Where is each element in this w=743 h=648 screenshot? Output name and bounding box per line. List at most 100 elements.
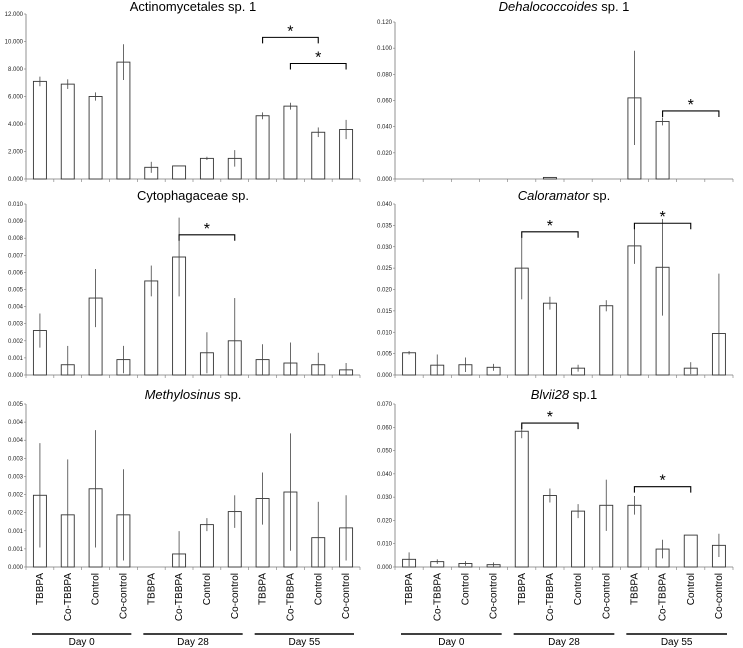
x-tick-label: Control <box>91 573 102 605</box>
significance-star: * <box>287 23 293 40</box>
significance-bracket <box>633 486 692 493</box>
y-tick-label: 0.006 <box>8 270 24 276</box>
x-tick-label: Co-TBBPA <box>285 573 296 621</box>
significance-star: * <box>315 50 321 67</box>
y-tick-label: 0.007 <box>8 253 24 259</box>
y-tick-label: 0.040 <box>377 125 393 131</box>
x-tick-label: Control <box>686 573 697 605</box>
y-tick-label: 8.000 <box>8 67 24 73</box>
y-tick-label: 6.000 <box>8 95 24 101</box>
bar <box>627 245 642 376</box>
x-tick-label: Co-control <box>714 573 725 619</box>
bar <box>599 305 614 376</box>
x-tick-label: Co-control <box>489 573 500 619</box>
chart-title-rest: sp. <box>589 188 610 203</box>
bar <box>655 120 670 180</box>
x-tick-label: TBBPA <box>404 573 415 605</box>
chart-title-rest: sp.1 <box>569 387 597 402</box>
day-group-label: Day 28 <box>548 637 580 648</box>
y-tick-label: 0.000 <box>377 373 393 379</box>
y-tick-label: 0.002 <box>8 339 24 345</box>
y-tick-label: 0.009 <box>8 219 24 225</box>
bar <box>255 115 270 180</box>
chart-panel-1: Actinomycetales sp. 1 0.000 2.000 4.000 6.00… <box>5 0 361 183</box>
x-tick-label: TBBPA <box>258 573 269 605</box>
y-tick-label: 0.000 <box>8 373 24 379</box>
bar <box>32 80 47 180</box>
y-tick-label: 0.000 <box>8 177 24 183</box>
y-tick-label: 0.010 <box>377 542 393 548</box>
y-tick-label: 0.003 <box>8 322 24 328</box>
chart-title: Methylosinus sp. <box>145 387 242 402</box>
significance-star: * <box>204 221 210 238</box>
day-group-label: Day 0 <box>69 637 96 648</box>
y-tick-label: 0.002 <box>8 493 24 499</box>
y-tick-label: 0.008 <box>8 236 24 242</box>
x-tick-label: Co-control <box>341 573 352 619</box>
y-tick-label: 4.000 <box>8 122 24 128</box>
y-tick-label: 0.030 <box>377 245 393 251</box>
bar <box>571 510 586 568</box>
y-tick-label: 0.001 <box>8 529 24 535</box>
x-tick-label: Co-control <box>118 573 129 619</box>
significance-bracket <box>289 62 347 70</box>
x-tick-label: Control <box>313 573 324 605</box>
significance-bracket <box>178 234 236 241</box>
y-tick-label: 0.060 <box>377 425 393 431</box>
chart-title-rest: sp. <box>220 387 241 402</box>
chart-title: Caloramator sp. <box>518 188 611 203</box>
chart-title: Actinomycetales sp. 1 <box>130 0 256 14</box>
y-tick-label: 0.100 <box>377 46 393 52</box>
bar <box>514 430 529 568</box>
y-tick-label: 2.000 <box>8 150 24 156</box>
bar <box>683 534 698 568</box>
x-tick-label: Co-control <box>230 573 241 619</box>
bar <box>402 352 417 376</box>
chart-title: Dehalococcoides sp. 1 <box>499 0 630 14</box>
y-tick-label: 0.050 <box>377 449 393 455</box>
y-tick-label: 0.060 <box>377 99 393 105</box>
y-tick-label: 12.000 <box>5 12 24 18</box>
significance-star: * <box>659 209 665 226</box>
bar <box>88 96 103 180</box>
significance-bracket <box>662 110 720 117</box>
day-group-label: Day 0 <box>438 637 465 648</box>
significance-star: * <box>688 97 694 114</box>
y-tick-label: 0.040 <box>377 202 393 208</box>
y-tick-label: 10.000 <box>5 40 24 46</box>
chart-title-italic: Methylosinus <box>145 387 221 402</box>
x-tick-label: Co-control <box>601 573 612 619</box>
bar <box>542 302 557 376</box>
bar <box>172 165 187 180</box>
significance-bracket <box>633 222 692 230</box>
y-tick-label: 0.002 <box>8 511 24 517</box>
significance-bracket <box>521 422 579 430</box>
y-tick-label: 0.020 <box>377 518 393 524</box>
y-tick-label: 0.020 <box>377 288 393 294</box>
y-tick-label: 0.004 <box>8 438 24 444</box>
x-tick-label: Co-TBBPA <box>545 573 556 621</box>
y-tick-label: 0.010 <box>377 330 393 336</box>
bar <box>542 495 557 568</box>
chart-panel-4: Caloramator sp. 0.000 0.005 0.010 0.015 0.020… <box>377 188 734 379</box>
y-tick-label: 0.001 <box>8 547 24 553</box>
chart-title-rest: sp. 1 <box>598 0 630 14</box>
y-tick-label: 0.015 <box>377 309 393 315</box>
bar <box>199 157 214 180</box>
bar <box>60 83 75 180</box>
chart-panel-2: Dehalococcoides sp. 1 0.000 0.020 0.040 0.06… <box>377 0 734 183</box>
y-tick-label: 0.004 <box>8 420 24 426</box>
significance-star: * <box>547 409 553 426</box>
x-tick-label: Control <box>202 573 213 605</box>
y-tick-label: 0.010 <box>8 202 24 208</box>
chart-title-italic: Blvii28 <box>531 387 570 402</box>
y-tick-label: 0.004 <box>8 305 24 311</box>
chart-panel-6: Blvii28 sp.1 0.000 0.010 0.020 0.030 0.040 0.0… <box>377 387 734 648</box>
chart-panel-3: Cytophagaceae sp. 0.000 0.001 0.002 0.003 0.0… <box>8 188 361 379</box>
x-tick-label: TBBPA <box>629 573 640 605</box>
chart-title-italic: Dehalococcoides <box>499 0 599 14</box>
day-group-label: Day 28 <box>177 637 209 648</box>
y-tick-label: 0.000 <box>377 565 393 571</box>
day-group-label: Day 55 <box>288 637 320 648</box>
